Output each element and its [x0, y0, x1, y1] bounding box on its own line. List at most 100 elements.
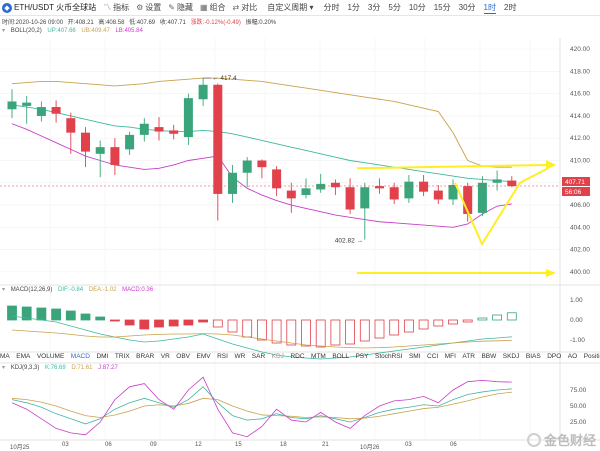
indicator-tab-dmi[interactable]: DMI	[96, 353, 109, 360]
indicator-tab-dpo[interactable]: DPO	[547, 353, 562, 360]
macd-histogram-bar	[80, 313, 91, 321]
indicator-tab-vr[interactable]: VR	[160, 353, 170, 360]
custom-period-dropdown[interactable]: 自定义周期 ▾	[267, 2, 313, 13]
period-tab[interactable]: 5分	[388, 2, 401, 12]
period-tab[interactable]: 10分	[408, 2, 426, 12]
combo-button[interactable]: ▦ 组合	[200, 2, 226, 13]
macd-histogram-bar	[154, 319, 164, 328]
kdj-toggle-icon[interactable]: ▾	[2, 365, 6, 371]
price-axis-label: 406.00	[570, 202, 590, 209]
indicator-tab-trix[interactable]: TRIX	[114, 353, 130, 360]
price-axis-label: 404.00	[570, 224, 590, 231]
indicator-tab-obv[interactable]: OBV	[176, 353, 190, 360]
period-tab-active[interactable]: 1时	[483, 2, 496, 14]
candle-body	[272, 169, 282, 189]
candle-body	[228, 172, 237, 194]
gear-icon: ⚙	[136, 3, 144, 12]
candle-body	[7, 101, 17, 110]
period-tab[interactable]: 1分	[347, 2, 360, 12]
candle-body	[404, 181, 414, 199]
indicator-tab-sar[interactable]: SAR	[251, 353, 266, 360]
indicator-tab-volume[interactable]: VOLUME	[36, 353, 65, 360]
indicator-tab-kdj[interactable]: KDJ	[271, 353, 284, 360]
price-axis-label: 418.00	[570, 68, 590, 75]
period-tab[interactable]: 15分	[433, 2, 451, 12]
settings-label: 设置	[145, 3, 162, 12]
kdj-axis-label: 50.00	[570, 403, 587, 410]
indicator-tab-atr[interactable]: ATR	[462, 353, 475, 360]
candle-body	[433, 190, 443, 200]
indicator-tab-ao[interactable]: AO	[567, 353, 578, 360]
indicator-tab-cci[interactable]: CCI	[427, 353, 439, 360]
macd-histogram-bar	[301, 319, 311, 347]
indicator-tab-mfi[interactable]: MFI	[444, 353, 456, 360]
period-tab[interactable]: 3分	[367, 2, 381, 12]
period-tab[interactable]: 30分	[458, 2, 476, 12]
kdj-axis-label: 75.00	[570, 387, 587, 394]
ohlc-info-bar: 时间:2020-10-26 09:00 开:408.21 高:408.58 低:…	[0, 17, 279, 27]
kdj-j: J:87.27	[98, 365, 118, 371]
macd-histogram-bar	[506, 312, 517, 321]
indicators-button[interactable]: 〽 指标	[103, 2, 129, 13]
macd-histogram-bar	[389, 319, 400, 336]
macd-histogram-bar	[227, 319, 238, 333]
indicator-tab-emv[interactable]: EMV	[196, 353, 211, 360]
price-axis-label: 410.00	[570, 158, 590, 165]
candle-body	[330, 182, 340, 188]
macd-histogram-bar	[345, 319, 356, 345]
price-axis-label: 414.00	[570, 113, 590, 120]
indicator-tab-position[interactable]: Position	[583, 353, 600, 360]
indicator-tab-wr[interactable]: WR	[234, 353, 246, 360]
indicator-tab-mtm[interactable]: MTM	[311, 353, 326, 360]
macd-toggle-icon[interactable]: ▾	[2, 287, 6, 293]
indicator-tab-rdc[interactable]: RDC	[290, 353, 305, 360]
period-tab[interactable]: 2时	[504, 2, 517, 12]
high-annotation: ← 417.4	[212, 75, 237, 82]
symbol-title[interactable]: ETH/USDT 火币全球站	[14, 3, 97, 12]
indicator-tab-smi[interactable]: SMI	[408, 353, 421, 360]
candle-body	[492, 179, 502, 183]
indicator-tab-brar[interactable]: BRAR	[136, 353, 155, 360]
yellow-arrowhead	[546, 268, 556, 277]
kdj-j-line	[11, 376, 512, 438]
time-axis-label: 06	[450, 442, 457, 448]
ohlc-high: 高:408.58	[98, 20, 125, 26]
indicator-tab-rsi[interactable]: RSI	[217, 353, 228, 360]
draw-button[interactable]: ✎ 隐藏	[168, 2, 193, 13]
candle-body	[125, 134, 135, 150]
macd-histogram-bar	[36, 307, 47, 321]
kdj-d-line	[11, 391, 512, 420]
indicator-tab-stochrsi[interactable]: StochRSI	[374, 353, 403, 360]
ohlc-time: 时间:2020-10-26 09:00	[2, 20, 64, 26]
price-axis-label: 400.00	[570, 269, 590, 276]
time-axis-label: 21	[322, 442, 329, 448]
indicator-tab-macd[interactable]: MACD	[70, 353, 90, 360]
yellow-trend-arrow-upper	[356, 163, 549, 170]
boll-toggle-icon[interactable]: ▾	[2, 28, 6, 34]
indicator-tab-bbw[interactable]: BBW	[481, 353, 497, 360]
indicator-tab-boll[interactable]: BOLL	[332, 353, 349, 360]
boll-mid: UB:409.47	[81, 28, 110, 34]
candle-body	[183, 98, 193, 138]
time-axis-label: 09	[150, 442, 157, 448]
watermark-text: 金色财经	[543, 433, 596, 448]
chevron-down-icon: ▾	[309, 3, 314, 12]
period-tab[interactable]: 分时	[323, 2, 340, 12]
kdj-axis-label: 25.00	[570, 419, 587, 426]
watermark: 金色财经	[526, 430, 596, 449]
compare-button[interactable]: ⇄ 对比	[233, 2, 258, 13]
indicator-tab-ma[interactable]: MA	[0, 353, 10, 360]
indicator-tab-skdj[interactable]: SKDJ	[502, 353, 520, 360]
compare-label: 对比	[241, 3, 258, 12]
indicator-tab-bias[interactable]: BIAS	[525, 353, 541, 360]
macd-histogram-bar	[212, 319, 223, 328]
kdj-d: D:71.61	[71, 365, 93, 371]
macd-histogram-bar	[403, 319, 414, 333]
indicator-tab-ema[interactable]: EMA	[16, 353, 31, 360]
candle-body	[198, 84, 208, 100]
indicator-tab-psy[interactable]: PSY	[355, 353, 369, 360]
settings-button[interactable]: ⚙ 设置	[136, 2, 161, 13]
low-annotation: 402.82 →	[335, 237, 363, 244]
yellow-v-arrow	[454, 167, 549, 247]
